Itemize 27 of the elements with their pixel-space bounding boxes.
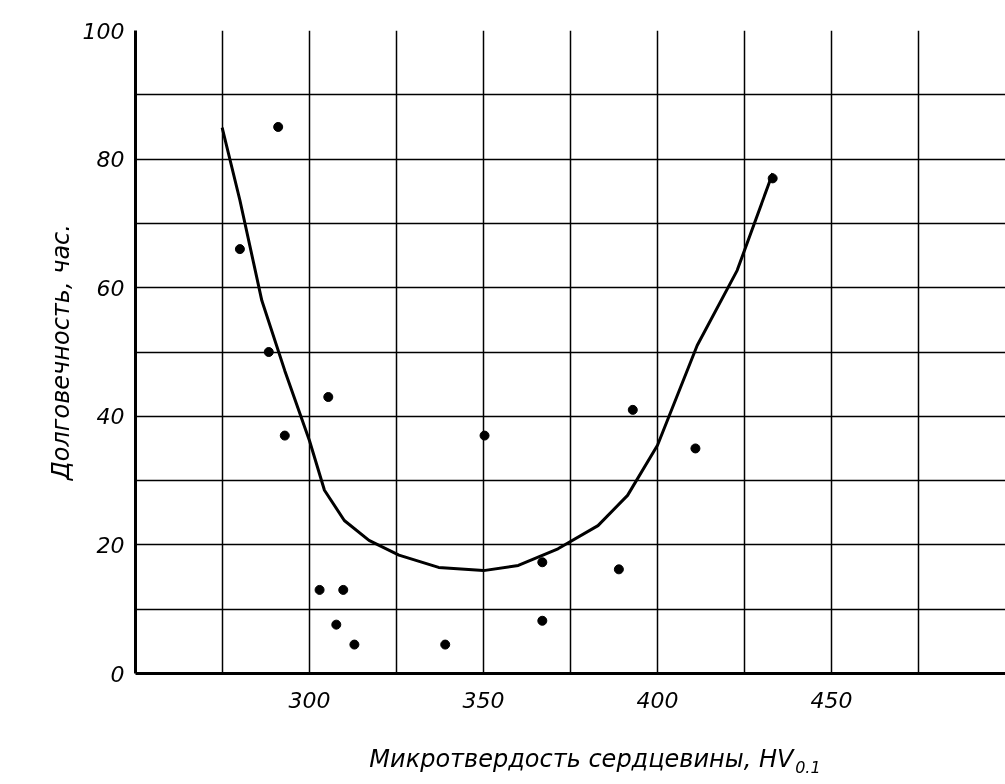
x-tick-label: 450 <box>810 687 853 713</box>
y-axis-title: Долговечность, час. <box>46 224 75 481</box>
y-tick-label: 60 <box>96 275 125 301</box>
y-tick-label: 80 <box>96 147 125 173</box>
y-tick-label: 20 <box>96 532 125 558</box>
point <box>349 639 360 650</box>
point <box>263 347 274 357</box>
point <box>234 244 245 255</box>
x-tick-label: 300 <box>288 687 331 713</box>
y-tick-label: 40 <box>96 404 125 430</box>
point <box>627 404 638 415</box>
point <box>690 443 701 454</box>
point <box>314 584 325 595</box>
point <box>273 121 284 132</box>
y-tick-label: 100 <box>82 18 125 44</box>
point <box>537 557 548 568</box>
point <box>331 619 342 630</box>
point <box>537 615 548 626</box>
point <box>479 430 490 441</box>
x-tick-label: 350 <box>462 687 505 713</box>
point <box>613 564 624 575</box>
point <box>323 392 334 402</box>
point <box>440 639 451 650</box>
point <box>279 430 290 441</box>
y-tick-label: 0 <box>110 661 125 687</box>
x-tick-label: 400 <box>636 687 679 713</box>
point <box>338 584 349 595</box>
